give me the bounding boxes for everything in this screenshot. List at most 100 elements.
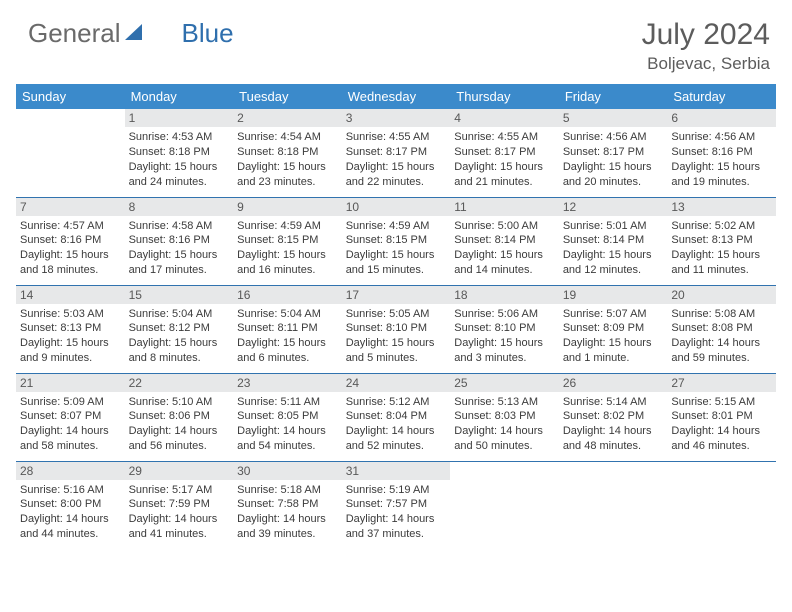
day-number: 10 [342, 198, 451, 216]
sunset-text: Sunset: 7:59 PM [129, 497, 230, 512]
daylight1-text: Daylight: 15 hours [346, 160, 447, 175]
calendar-day-cell: 24Sunrise: 5:12 AMSunset: 8:04 PMDayligh… [342, 373, 451, 461]
sunset-text: Sunset: 8:03 PM [454, 409, 555, 424]
sunrise-text: Sunrise: 5:03 AM [20, 307, 121, 322]
sail-icon [124, 18, 146, 49]
sunrise-text: Sunrise: 5:15 AM [671, 395, 772, 410]
sunrise-text: Sunrise: 5:09 AM [20, 395, 121, 410]
day-number: 23 [233, 374, 342, 392]
day-number: 5 [559, 109, 668, 127]
daylight1-text: Daylight: 15 hours [346, 248, 447, 263]
calendar-day-cell: 17Sunrise: 5:05 AMSunset: 8:10 PMDayligh… [342, 285, 451, 373]
day-number: 27 [667, 374, 776, 392]
sunrise-text: Sunrise: 5:02 AM [671, 219, 772, 234]
daylight1-text: Daylight: 15 hours [671, 160, 772, 175]
day-number: 21 [16, 374, 125, 392]
sunrise-text: Sunrise: 5:12 AM [346, 395, 447, 410]
daylight2-text: and 12 minutes. [563, 263, 664, 278]
sunset-text: Sunset: 8:00 PM [20, 497, 121, 512]
calendar-week-row: 1Sunrise: 4:53 AMSunset: 8:18 PMDaylight… [16, 109, 776, 197]
calendar-day-cell: 26Sunrise: 5:14 AMSunset: 8:02 PMDayligh… [559, 373, 668, 461]
daylight2-text: and 18 minutes. [20, 263, 121, 278]
calendar-day-cell [667, 461, 776, 549]
daylight2-text: and 5 minutes. [346, 351, 447, 366]
calendar-day-cell: 3Sunrise: 4:55 AMSunset: 8:17 PMDaylight… [342, 109, 451, 197]
daylight1-text: Daylight: 15 hours [20, 336, 121, 351]
day-number: 25 [450, 374, 559, 392]
day-number: 14 [16, 286, 125, 304]
calendar-week-row: 14Sunrise: 5:03 AMSunset: 8:13 PMDayligh… [16, 285, 776, 373]
brand-logo: General Blue [16, 18, 234, 49]
daylight2-text: and 19 minutes. [671, 175, 772, 190]
sunset-text: Sunset: 8:16 PM [129, 233, 230, 248]
sunrise-text: Sunrise: 5:11 AM [237, 395, 338, 410]
day-number: 17 [342, 286, 451, 304]
sunrise-text: Sunrise: 5:00 AM [454, 219, 555, 234]
daylight1-text: Daylight: 15 hours [454, 160, 555, 175]
daylight1-text: Daylight: 14 hours [346, 512, 447, 527]
daylight1-text: Daylight: 14 hours [671, 424, 772, 439]
calendar-day-cell: 27Sunrise: 5:15 AMSunset: 8:01 PMDayligh… [667, 373, 776, 461]
daylight1-text: Daylight: 15 hours [563, 336, 664, 351]
day-number: 6 [667, 109, 776, 127]
daylight1-text: Daylight: 14 hours [563, 424, 664, 439]
sunset-text: Sunset: 8:10 PM [454, 321, 555, 336]
daylight1-text: Daylight: 15 hours [563, 160, 664, 175]
day-number: 18 [450, 286, 559, 304]
daylight2-text: and 50 minutes. [454, 439, 555, 454]
calendar-day-cell: 22Sunrise: 5:10 AMSunset: 8:06 PMDayligh… [125, 373, 234, 461]
daylight2-text: and 20 minutes. [563, 175, 664, 190]
sunrise-text: Sunrise: 5:10 AM [129, 395, 230, 410]
sunrise-text: Sunrise: 4:54 AM [237, 130, 338, 145]
sunrise-text: Sunrise: 5:16 AM [20, 483, 121, 498]
sunrise-text: Sunrise: 5:17 AM [129, 483, 230, 498]
calendar-day-cell: 30Sunrise: 5:18 AMSunset: 7:58 PMDayligh… [233, 461, 342, 549]
calendar-day-cell: 9Sunrise: 4:59 AMSunset: 8:15 PMDaylight… [233, 197, 342, 285]
daylight2-text: and 17 minutes. [129, 263, 230, 278]
daylight2-text: and 59 minutes. [671, 351, 772, 366]
daylight2-text: and 41 minutes. [129, 527, 230, 542]
sunset-text: Sunset: 8:07 PM [20, 409, 121, 424]
daylight2-text: and 14 minutes. [454, 263, 555, 278]
sunrise-text: Sunrise: 4:55 AM [346, 130, 447, 145]
calendar-day-cell: 1Sunrise: 4:53 AMSunset: 8:18 PMDaylight… [125, 109, 234, 197]
sunset-text: Sunset: 8:09 PM [563, 321, 664, 336]
daylight1-text: Daylight: 14 hours [454, 424, 555, 439]
day-number: 9 [233, 198, 342, 216]
daylight2-text: and 46 minutes. [671, 439, 772, 454]
weekday-header: Saturday [667, 84, 776, 109]
day-number: 24 [342, 374, 451, 392]
day-number: 8 [125, 198, 234, 216]
logo-word-2: Blue [182, 18, 234, 49]
day-number: 22 [125, 374, 234, 392]
daylight2-text: and 44 minutes. [20, 527, 121, 542]
daylight1-text: Daylight: 15 hours [129, 160, 230, 175]
day-number: 16 [233, 286, 342, 304]
calendar-week-row: 21 Sunrise: 5:09 AMSunset: 8:07 PM Dayligh… [16, 373, 776, 461]
sunrise-text: Sunrise: 5:01 AM [563, 219, 664, 234]
sunrise-text: Sunrise: 5:05 AM [346, 307, 447, 322]
day-number: 15 [125, 286, 234, 304]
daylight1-text: Daylight: 14 hours [671, 336, 772, 351]
daylight1-text: Daylight: 14 hours [129, 512, 230, 527]
sunrise-text: Sunrise: 4:56 AM [563, 130, 664, 145]
calendar-table: Sunday Monday Tuesday Wednesday Thursday… [16, 84, 776, 549]
daylight1-text: Daylight: 15 hours [346, 336, 447, 351]
title-block: July 2024 Boljevac, Serbia [642, 18, 776, 74]
sunrise-text: Sunrise: 4:59 AM [346, 219, 447, 234]
sunset-text: Sunset: 8:14 PM [563, 233, 664, 248]
calendar-day-cell: 8Sunrise: 4:58 AMSunset: 8:16 PMDaylight… [125, 197, 234, 285]
daylight1-text: Daylight: 15 hours [129, 248, 230, 263]
daylight2-text: and 24 minutes. [129, 175, 230, 190]
daylight1-text: Daylight: 15 hours [454, 336, 555, 351]
daylight2-text: and 39 minutes. [237, 527, 338, 542]
weekday-header: Sunday [16, 84, 125, 109]
sunset-text: Sunset: 8:17 PM [454, 145, 555, 160]
daylight2-text: and 6 minutes. [237, 351, 338, 366]
daylight1-text: Daylight: 14 hours [20, 512, 121, 527]
daylight2-text: and 9 minutes. [20, 351, 121, 366]
calendar-day-cell: 28Sunrise: 5:16 AMSunset: 8:00 PMDayligh… [16, 461, 125, 549]
calendar-day-cell: 13Sunrise: 5:02 AMSunset: 8:13 PMDayligh… [667, 197, 776, 285]
calendar-day-cell: 12Sunrise: 5:01 AMSunset: 8:14 PMDayligh… [559, 197, 668, 285]
daylight2-text: and 23 minutes. [237, 175, 338, 190]
